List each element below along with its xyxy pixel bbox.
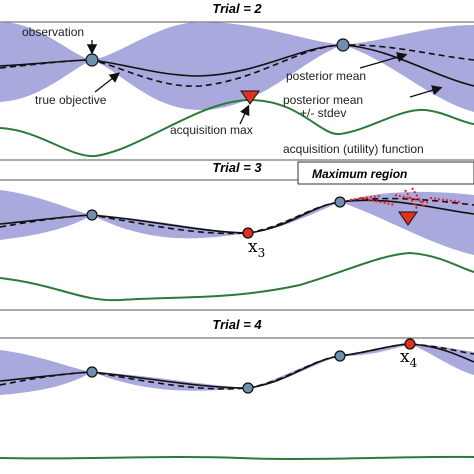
acquisition-curve (0, 98, 474, 158)
observation-point (86, 209, 98, 221)
maximum-region-scatter (349, 187, 461, 211)
point-label: x4 (400, 347, 418, 370)
region-box (297, 161, 474, 185)
uncertainty-band (0, 190, 474, 255)
label: posterior mean (283, 93, 363, 107)
observation-point (242, 382, 254, 394)
label: acquisition (utility) function (283, 142, 424, 156)
acquisition-max-marker (240, 90, 260, 105)
panel-frame (0, 337, 474, 339)
observation-point (86, 366, 98, 378)
observation-point (336, 38, 350, 52)
label: posterior mean (286, 69, 366, 83)
new-point (404, 338, 416, 350)
acquisition-max-marker (398, 211, 418, 226)
panel-title: Trial = 2 (212, 1, 262, 16)
uncertainty-band (0, 344, 474, 395)
panel-title: Trial = 4 (212, 317, 262, 332)
label: acquisition max (170, 123, 253, 137)
acquisition-curve (0, 455, 474, 460)
observation-point (85, 53, 99, 67)
arrow (94, 72, 121, 93)
true-objective (0, 343, 474, 390)
arrow (239, 104, 250, 125)
acquisition-curve (0, 251, 474, 302)
new-point (242, 227, 254, 239)
label: true objective (35, 93, 107, 107)
posterior-mean (0, 44, 474, 87)
panel-title: Trial = 3 (212, 160, 262, 175)
arrow (359, 52, 408, 69)
region-label: Maximum region (312, 167, 407, 181)
arrow (409, 85, 443, 98)
panel-frame (0, 21, 474, 161)
panel-frame (0, 179, 474, 311)
label: +/- stdev (300, 106, 346, 120)
observation-point (334, 196, 346, 208)
observation-point (334, 350, 346, 362)
label: observation (22, 25, 84, 39)
point-label: x3 (248, 237, 265, 260)
